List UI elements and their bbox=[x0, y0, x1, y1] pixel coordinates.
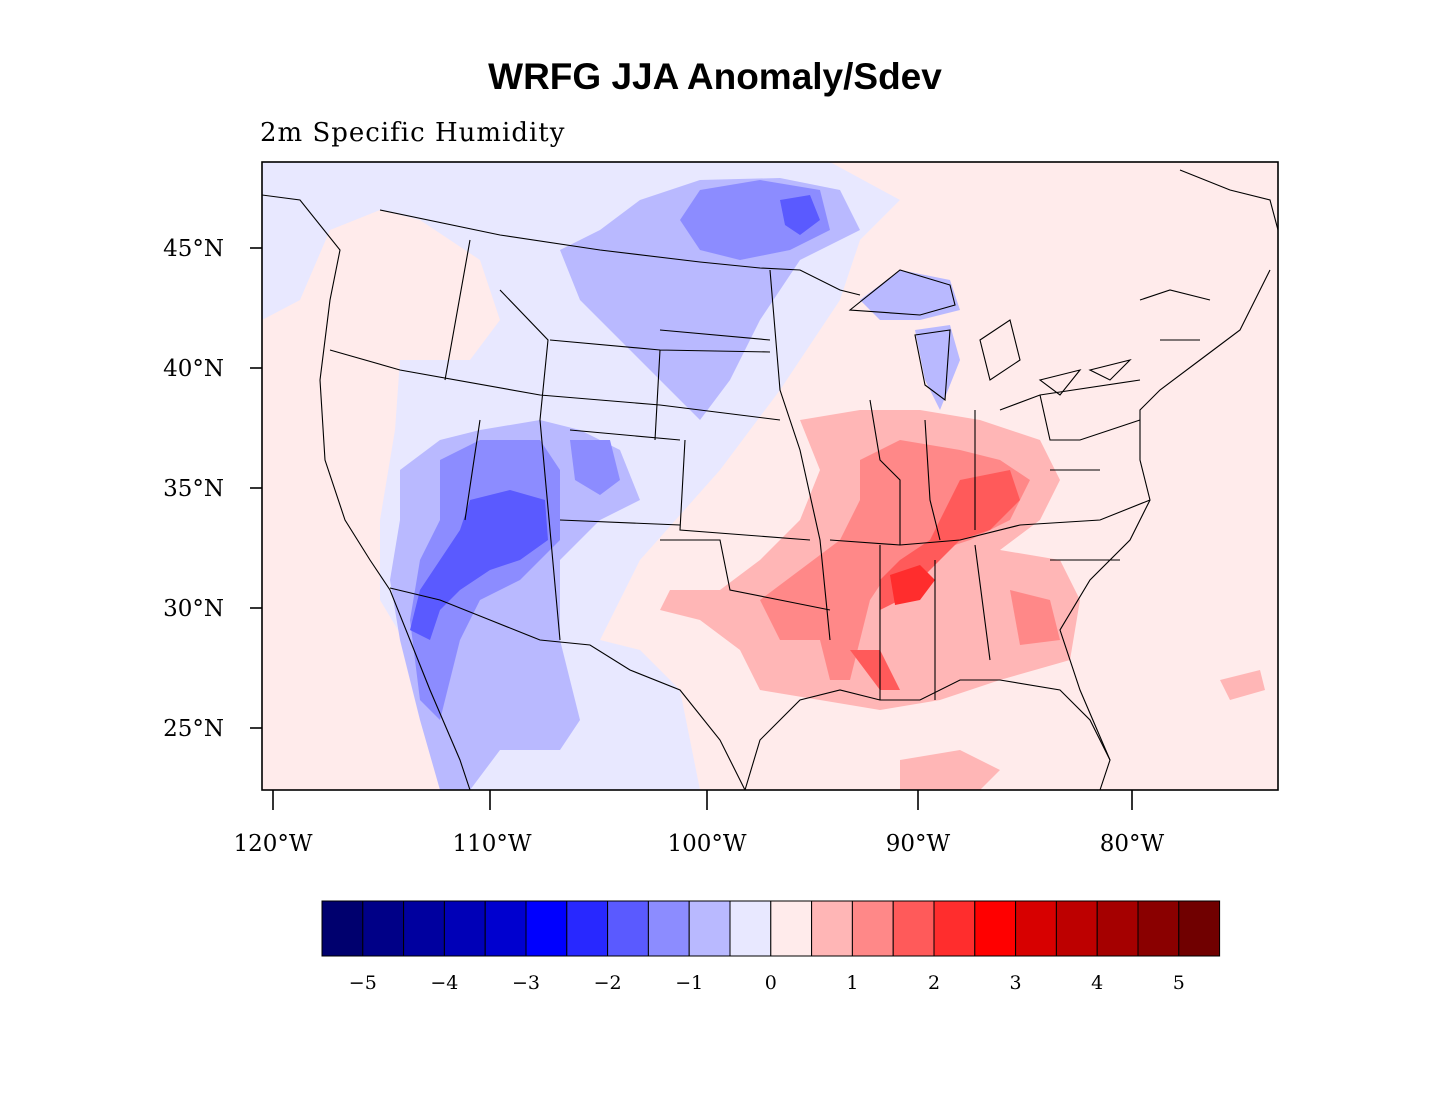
lat-label-40: 40°N bbox=[163, 356, 224, 382]
colorbar-swatch bbox=[851, 900, 894, 957]
map-title: WRFG JJA Anomaly/Sdev bbox=[488, 56, 942, 97]
region-west-coast-positive bbox=[262, 210, 500, 790]
colorbar-label: 1 bbox=[846, 972, 858, 994]
colorbar-swatch bbox=[607, 900, 649, 957]
coastline-atlantic bbox=[1059, 269, 1271, 761]
colorbar-swatch bbox=[647, 900, 690, 957]
colorbar-swatch bbox=[688, 900, 731, 957]
colorbar-swatch bbox=[1015, 900, 1057, 957]
colorbar-swatch bbox=[525, 900, 568, 957]
map-subtitle: 2m Specific Humidity bbox=[260, 118, 566, 148]
colorbar-swatch bbox=[892, 900, 935, 957]
colorbar-label: −4 bbox=[430, 972, 458, 994]
region-southeast-positive-4 bbox=[890, 565, 935, 605]
lon-label-80: 80°W bbox=[1100, 831, 1165, 857]
latitude-axis bbox=[250, 247, 262, 729]
colorbar-swatch bbox=[566, 900, 609, 957]
lat-label-25: 25°N bbox=[163, 716, 224, 742]
colorbar-label: −5 bbox=[349, 972, 377, 994]
canada-coast-east bbox=[1179, 169, 1278, 231]
colorbar-swatch bbox=[933, 900, 976, 957]
colorbar-swatch bbox=[362, 900, 405, 957]
region-southwest-negative-3 bbox=[410, 490, 548, 640]
colorbar-label: 5 bbox=[1173, 972, 1185, 994]
colorbar-labels: −5 −4 −3 −2 −1 0 1 2 3 4 5 bbox=[349, 972, 1185, 994]
lat-label-35: 35°N bbox=[163, 476, 224, 502]
colorbar-label: 2 bbox=[928, 972, 940, 994]
lon-label-100: 100°W bbox=[667, 831, 746, 857]
colorbar-swatch bbox=[1178, 900, 1221, 957]
lat-label-30: 30°N bbox=[163, 596, 224, 622]
state-lines bbox=[329, 239, 1211, 700]
colorbar-swatch bbox=[974, 900, 1017, 957]
colorbar-swatch bbox=[321, 900, 364, 957]
colorbar-swatch bbox=[1096, 900, 1139, 957]
longitude-axis bbox=[272, 790, 1133, 810]
colorbar-swatch bbox=[403, 900, 445, 957]
colorbar-swatch bbox=[484, 900, 527, 957]
lon-label-110: 110°W bbox=[452, 831, 531, 857]
coastline-gulf bbox=[744, 679, 1111, 790]
lon-label-120: 120°W bbox=[233, 831, 312, 857]
colorbar-swatch bbox=[729, 900, 772, 957]
lat-label-45: 45°N bbox=[163, 236, 224, 262]
border-mexico bbox=[389, 587, 746, 790]
colorbar-label: −1 bbox=[675, 972, 703, 994]
great-lakes bbox=[848, 269, 1132, 402]
colorbar bbox=[321, 900, 1221, 957]
region-texas-neutral bbox=[560, 640, 700, 790]
plot-frame bbox=[261, 161, 1279, 791]
colorbar-swatch bbox=[811, 900, 853, 957]
colorbar-label: −3 bbox=[512, 972, 540, 994]
geographic-outlines bbox=[262, 169, 1278, 790]
colorbar-label: 0 bbox=[765, 972, 777, 994]
colorbar-swatch bbox=[1055, 900, 1098, 957]
region-north-positive bbox=[900, 162, 1060, 260]
colorbar-swatch bbox=[1137, 900, 1180, 957]
lon-label-90: 90°W bbox=[886, 831, 951, 857]
colorbar-label: −2 bbox=[594, 972, 622, 994]
coastline-pacific bbox=[262, 194, 471, 790]
colorbar-label: 3 bbox=[1010, 972, 1022, 994]
colorbar-swatch bbox=[443, 900, 486, 957]
colorbar-swatch bbox=[770, 900, 813, 957]
anomaly-field bbox=[262, 162, 1278, 790]
colorbar-label: 4 bbox=[1091, 972, 1103, 994]
border-canada bbox=[379, 209, 861, 296]
